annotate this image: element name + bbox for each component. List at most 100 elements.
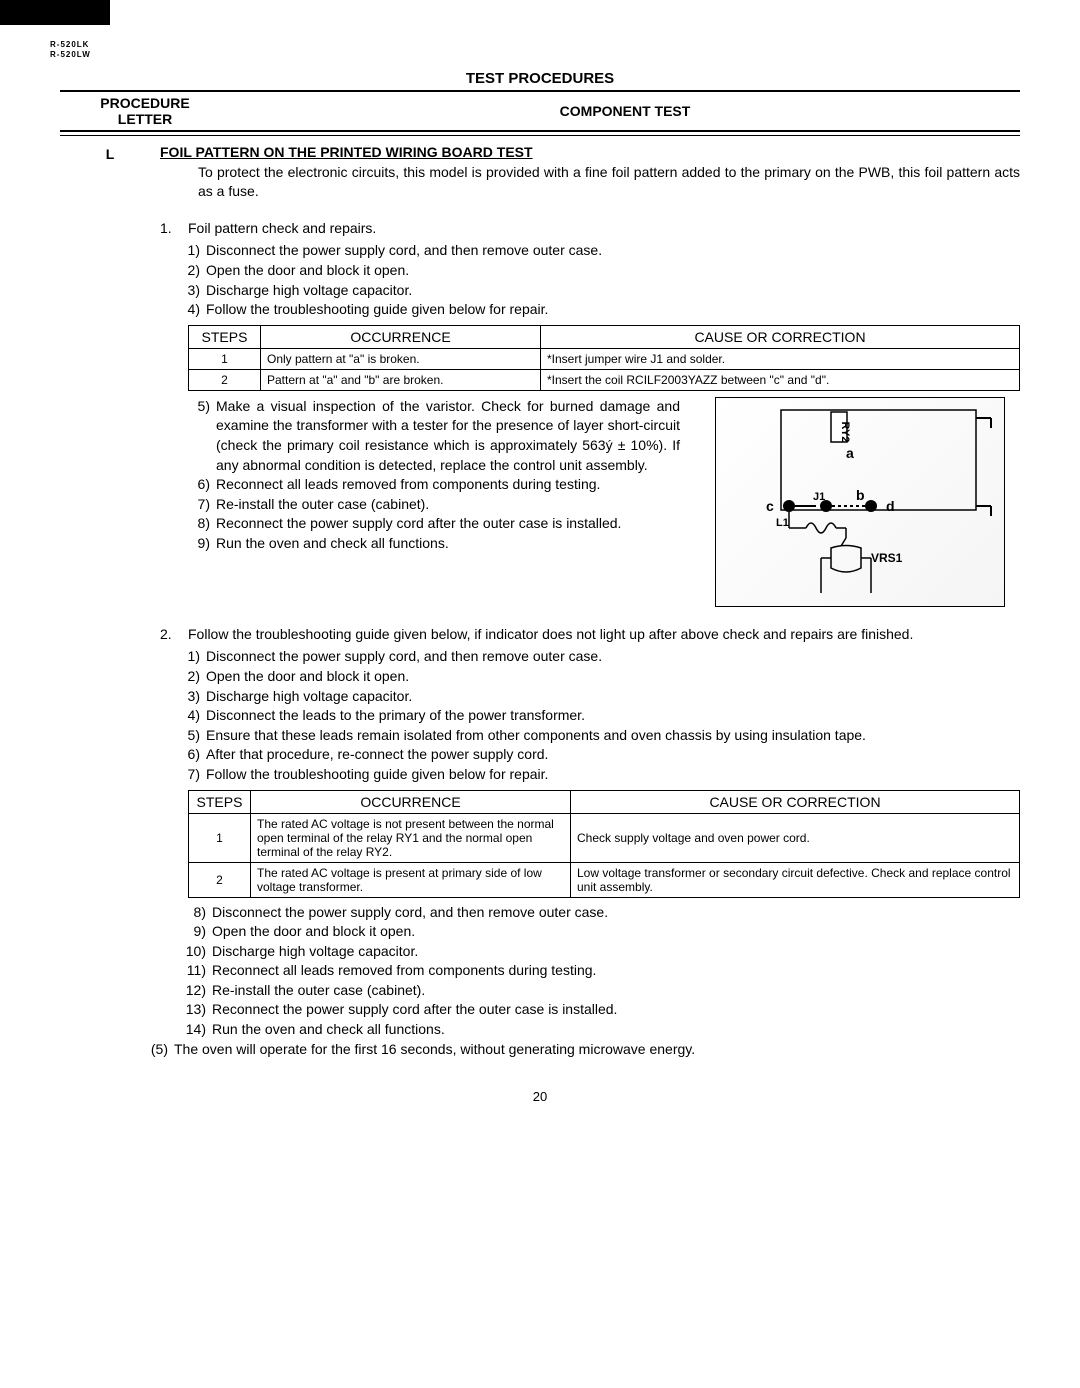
model-line1: R-520LK	[50, 40, 91, 50]
step-item: 8)Disconnect the power supply cord, and …	[178, 903, 1020, 923]
step-num: 8)	[188, 514, 216, 534]
step-item: 5)Ensure that these leads remain isolate…	[178, 726, 1020, 746]
step-text: After that procedure, re-connect the pow…	[206, 745, 1020, 765]
step-item: 13)Reconnect the power supply cord after…	[178, 1000, 1020, 1020]
step-num: 3)	[178, 281, 206, 301]
block2-title: Follow the troubleshooting guide given b…	[188, 625, 1020, 645]
test-heading: FOIL PATTERN ON THE PRINTED WIRING BOARD…	[160, 144, 1020, 160]
table-row: 1The rated AC voltage is not present bet…	[189, 813, 1020, 862]
step-text: Open the door and block it open.	[206, 667, 1020, 687]
table-cell: 1	[189, 348, 261, 369]
step-num: 14)	[178, 1020, 212, 1040]
intro-text: To protect the electronic circuits, this…	[198, 163, 1020, 201]
step-text: Reconnect the power supply cord after th…	[212, 1000, 1020, 1020]
step-text: Ensure that these leads remain isolated …	[206, 726, 1020, 746]
step-item: 6)After that procedure, re-connect the p…	[178, 745, 1020, 765]
header-col1: PROCEDURE LETTER	[60, 95, 230, 127]
block2: 2. Follow the troubleshooting guide give…	[160, 625, 1020, 645]
step-text: Reconnect all leads removed from compone…	[212, 961, 1020, 981]
divider	[60, 135, 1020, 136]
step-item: 5)Make a visual inspection of the varist…	[188, 397, 680, 475]
step-num: 7)	[188, 495, 216, 515]
step-num: 6)	[178, 745, 206, 765]
table-header: STEPS	[189, 325, 261, 348]
table-header: CAUSE OR CORRECTION	[541, 325, 1020, 348]
table-cell: *Insert jumper wire J1 and solder.	[541, 348, 1020, 369]
step-item: 7)Follow the troubleshooting guide given…	[178, 765, 1020, 785]
step-num: 8)	[178, 903, 212, 923]
step-num: 1)	[178, 241, 206, 261]
step-num: 7)	[178, 765, 206, 785]
step-num: 13)	[178, 1000, 212, 1020]
step-text: Make a visual inspection of the varistor…	[216, 397, 680, 475]
header-table: PROCEDURE LETTER COMPONENT TEST	[60, 95, 1020, 127]
step-text: Disconnect the power supply cord, and th…	[206, 647, 1020, 667]
step-text: Follow the troubleshooting guide given b…	[206, 765, 1020, 785]
step-num: 9)	[178, 922, 212, 942]
procedure-letter: L	[60, 144, 160, 1040]
final-text: The oven will operate for the first 16 s…	[174, 1040, 1020, 1060]
table-cell: Low voltage transformer or secondary cir…	[571, 862, 1020, 897]
step-num: 5)	[178, 726, 206, 746]
header-col2: COMPONENT TEST	[230, 95, 1020, 127]
step-num: 11)	[178, 961, 212, 981]
final-note: (5) The oven will operate for the first …	[140, 1040, 1020, 1060]
section-title: TEST PROCEDURES	[60, 70, 1020, 87]
step-text: Open the door and block it open.	[212, 922, 1020, 942]
table-cell: *Insert the coil RCILF2003YAZZ between "…	[541, 369, 1020, 390]
model-numbers: R-520LK R-520LW	[50, 40, 91, 61]
step-item: 4)Follow the troubleshooting guide given…	[178, 300, 1020, 320]
step-text: Follow the troubleshooting guide given b…	[206, 300, 1020, 320]
step-num: 3)	[178, 687, 206, 707]
table2: STEPSOCCURRENCECAUSE OR CORRECTION 1The …	[188, 790, 1020, 898]
svg-text:L1: L1	[776, 517, 789, 529]
table-header: OCCURRENCE	[261, 325, 541, 348]
svg-text:c: c	[766, 498, 774, 514]
table-cell: Only pattern at "a" is broken.	[261, 348, 541, 369]
step-text: Reconnect all leads removed from compone…	[216, 475, 680, 495]
page-number: 20	[60, 1089, 1020, 1104]
step-item: 7)Re-install the outer case (cabinet).	[188, 495, 680, 515]
block1-num: 1.	[160, 219, 188, 239]
step-item: 11)Reconnect all leads removed from comp…	[178, 961, 1020, 981]
divider	[60, 90, 1020, 92]
step-text: Disconnect the power supply cord, and th…	[212, 903, 1020, 923]
step-num: 5)	[188, 397, 216, 475]
table-cell: Check supply voltage and oven power cord…	[571, 813, 1020, 862]
svg-text:a: a	[846, 445, 854, 461]
step-num: 1)	[178, 647, 206, 667]
step-item: 4)Disconnect the leads to the primary of…	[178, 706, 1020, 726]
svg-text:RY2: RY2	[839, 421, 851, 442]
step-text: Discharge high voltage capacitor.	[206, 687, 1020, 707]
step-text: Open the door and block it open.	[206, 261, 1020, 281]
table-cell: 1	[189, 813, 251, 862]
table-cell: Pattern at "a" and "b" are broken.	[261, 369, 541, 390]
step-item: 9)Run the oven and check all functions.	[188, 534, 680, 554]
table-cell: The rated AC voltage is not present betw…	[251, 813, 571, 862]
step-num: 4)	[178, 300, 206, 320]
step-num: 10)	[178, 942, 212, 962]
table-header: CAUSE OR CORRECTION	[571, 790, 1020, 813]
step-text: Re-install the outer case (cabinet).	[212, 981, 1020, 1001]
model-line2: R-520LW	[50, 50, 91, 60]
step-item: 1)Disconnect the power supply cord, and …	[178, 647, 1020, 667]
step-item: 1)Disconnect the power supply cord, and …	[178, 241, 1020, 261]
table-cell: The rated AC voltage is present at prima…	[251, 862, 571, 897]
step-text: Discharge high voltage capacitor.	[206, 281, 1020, 301]
final-num: (5)	[140, 1040, 174, 1060]
step-item: 2)Open the door and block it open.	[178, 667, 1020, 687]
step-num: 6)	[188, 475, 216, 495]
black-bar	[0, 0, 110, 25]
table-cell: 2	[189, 369, 261, 390]
step-item: 2)Open the door and block it open.	[178, 261, 1020, 281]
step-num: 9)	[188, 534, 216, 554]
svg-text:VRS1: VRS1	[871, 551, 903, 565]
step-text: Disconnect the power supply cord, and th…	[206, 241, 1020, 261]
step-text: Discharge high voltage capacitor.	[212, 942, 1020, 962]
step-item: 10)Discharge high voltage capacitor.	[178, 942, 1020, 962]
step-text: Re-install the outer case (cabinet).	[216, 495, 680, 515]
step-text: Disconnect the leads to the primary of t…	[206, 706, 1020, 726]
step-num: 2)	[178, 667, 206, 687]
table-row: 2The rated AC voltage is present at prim…	[189, 862, 1020, 897]
step-num: 2)	[178, 261, 206, 281]
